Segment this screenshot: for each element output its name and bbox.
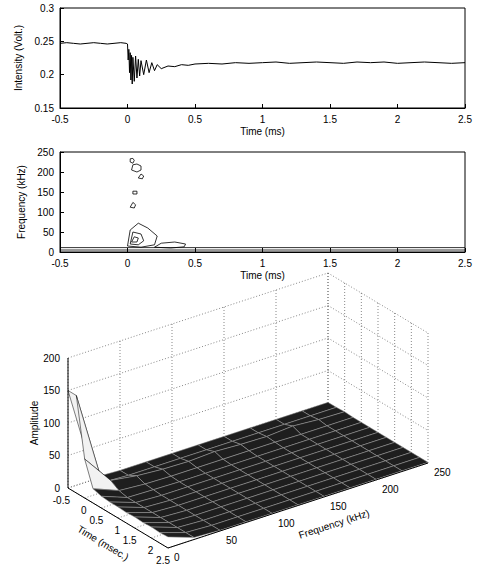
svg-text:Amplitude: Amplitude	[29, 400, 40, 445]
svg-text:0: 0	[125, 114, 131, 125]
svg-text:200: 200	[37, 167, 54, 178]
svg-text:Frequency (kHz): Frequency (kHz)	[16, 165, 27, 239]
svg-text:150: 150	[330, 501, 347, 512]
svg-text:250: 250	[37, 147, 54, 158]
svg-text:50: 50	[226, 535, 238, 546]
svg-text:2: 2	[148, 545, 154, 556]
svg-text:200: 200	[43, 353, 60, 364]
svg-text:Intensity (Volt.): Intensity (Volt.)	[13, 25, 24, 91]
svg-text:Time (msec.): Time (msec.)	[75, 523, 130, 562]
svg-text:0.25: 0.25	[35, 36, 55, 47]
svg-text:2.5: 2.5	[156, 555, 170, 566]
svg-text:0: 0	[81, 505, 87, 516]
svg-text:0: 0	[125, 258, 131, 269]
svg-text:50: 50	[49, 450, 61, 461]
svg-text:-0.5: -0.5	[51, 258, 69, 269]
svg-text:100: 100	[278, 518, 295, 529]
svg-text:0: 0	[54, 483, 60, 494]
svg-text:0: 0	[48, 247, 54, 258]
svg-text:-0.5: -0.5	[51, 114, 69, 125]
svg-text:100: 100	[37, 207, 54, 218]
svg-text:0.5: 0.5	[188, 258, 202, 269]
svg-text:Frequency (kHz): Frequency (kHz)	[297, 507, 371, 540]
svg-text:150: 150	[43, 385, 60, 396]
svg-text:2.5: 2.5	[458, 258, 472, 269]
svg-text:2.5: 2.5	[458, 114, 472, 125]
svg-text:1: 1	[260, 258, 266, 269]
svg-text:-0.5: -0.5	[53, 495, 71, 506]
svg-text:50: 50	[43, 227, 55, 238]
svg-text:0.5: 0.5	[188, 114, 202, 125]
svg-text:2: 2	[395, 258, 401, 269]
svg-text:200: 200	[382, 484, 399, 495]
svg-text:150: 150	[37, 187, 54, 198]
svg-text:1.5: 1.5	[123, 535, 137, 546]
svg-text:250: 250	[434, 467, 451, 478]
svg-text:2: 2	[395, 114, 401, 125]
svg-text:0.3: 0.3	[40, 3, 54, 14]
svg-text:0.5: 0.5	[89, 515, 103, 526]
svg-text:0: 0	[174, 552, 180, 563]
svg-text:0.15: 0.15	[35, 103, 55, 114]
svg-text:0.2: 0.2	[40, 69, 54, 80]
svg-text:1: 1	[260, 114, 266, 125]
svg-text:1.5: 1.5	[323, 114, 337, 125]
svg-text:1.5: 1.5	[323, 258, 337, 269]
svg-text:Time (ms): Time (ms)	[240, 126, 285, 137]
svg-text:100: 100	[43, 418, 60, 429]
svg-text:1: 1	[114, 525, 120, 536]
svg-text:Time (ms): Time (ms)	[240, 270, 285, 281]
